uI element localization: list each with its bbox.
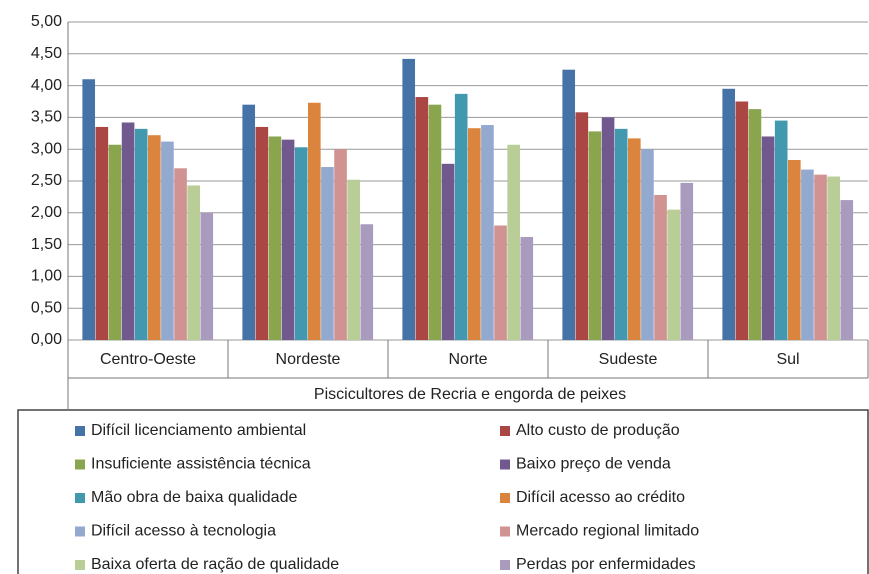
- bar: [801, 169, 814, 340]
- bar: [402, 58, 416, 340]
- y-tick-label: 0,00: [31, 331, 62, 348]
- y-tick-label: 4,00: [31, 77, 62, 94]
- legend-label: Alto custo de produção: [516, 422, 680, 439]
- bar: [360, 224, 374, 340]
- y-tick-label: 1,00: [31, 268, 62, 285]
- legend-swatch: [75, 459, 85, 470]
- bar: [774, 120, 788, 340]
- bar: [308, 102, 321, 340]
- legend-label: Difícil acesso à tecnologia: [91, 523, 276, 540]
- bar: [840, 200, 854, 340]
- bar: [82, 79, 96, 341]
- legend-swatch: [75, 560, 85, 570]
- legend-label: Baixo preço de venda: [516, 456, 671, 473]
- bar: [575, 112, 589, 340]
- x-tick-label: Nordeste: [276, 351, 341, 368]
- legend-swatch: [500, 526, 510, 537]
- bar: [722, 88, 736, 340]
- bar: [415, 97, 429, 340]
- legend-swatch: [75, 493, 85, 503]
- legend-swatch: [75, 526, 85, 537]
- y-tick-label: 2,50: [31, 172, 62, 189]
- bar: [347, 179, 360, 340]
- x-tick-label: Sudeste: [599, 351, 658, 368]
- legend-swatch: [500, 426, 510, 436]
- legend-swatch: [75, 426, 85, 436]
- bar: [562, 69, 576, 340]
- y-tick-label: 3,00: [31, 140, 62, 157]
- bar: [255, 126, 269, 340]
- bar: [134, 128, 148, 340]
- y-tick-label: 3,50: [31, 109, 62, 126]
- bar: [174, 168, 187, 340]
- bar: [428, 104, 442, 341]
- bar: [761, 136, 775, 340]
- bar: [187, 185, 200, 340]
- bar: [667, 209, 680, 340]
- y-tick-label: 2,00: [31, 204, 62, 221]
- bar: [520, 236, 534, 340]
- bar: [588, 131, 602, 340]
- legend-swatch: [500, 493, 510, 503]
- y-tick-label: 4,50: [31, 45, 62, 62]
- bar: [748, 109, 762, 340]
- bar: [614, 128, 628, 340]
- legend-swatch: [500, 459, 510, 470]
- bar: [814, 174, 827, 340]
- legend-label: Difícil licenciamento ambiental: [91, 422, 306, 439]
- bar: [735, 101, 749, 340]
- legend-label: Mercado regional limitado: [516, 523, 699, 540]
- bar: [321, 167, 334, 340]
- bar: [494, 225, 507, 340]
- bar: [507, 144, 520, 340]
- y-tick-label: 1,50: [31, 236, 62, 253]
- x-tick-label: Sul: [776, 351, 799, 368]
- bar: [334, 149, 347, 340]
- bar: [601, 117, 615, 341]
- bar: [468, 128, 481, 340]
- bar: [268, 136, 282, 340]
- bar: [121, 122, 135, 340]
- bar: [481, 125, 494, 340]
- bar: [680, 182, 694, 340]
- x-axis-title: Piscicultores de Recria e engorda de pei…: [314, 386, 626, 403]
- bar: [441, 163, 455, 340]
- legend-label: Mão obra de baixa qualidade: [91, 489, 297, 506]
- y-tick-label: 0,50: [31, 299, 62, 316]
- legend-label: Perdas por enfermidades: [516, 556, 696, 573]
- x-tick-label: Centro-Oeste: [100, 351, 196, 368]
- x-tick-label: Norte: [448, 351, 487, 368]
- y-tick-label: 5,00: [31, 13, 62, 30]
- bar: [641, 149, 654, 340]
- bar: [281, 139, 295, 340]
- bar: [200, 212, 214, 340]
- bar: [242, 104, 256, 341]
- bar: [788, 160, 801, 340]
- bar: [454, 93, 468, 340]
- bar: [654, 194, 667, 340]
- bar: [294, 147, 308, 340]
- legend-label: Insuficiente assistência técnica: [91, 456, 311, 473]
- legend-label: Baixa oferta de ração de qualidade: [91, 556, 339, 573]
- bar: [148, 135, 161, 340]
- legend-box: [17, 409, 869, 574]
- legend-label: Difícil acesso ao crédito: [516, 489, 685, 506]
- bar: [95, 126, 109, 340]
- bar: [827, 176, 840, 340]
- bar: [108, 144, 122, 340]
- bar: [628, 138, 641, 340]
- bar: [161, 141, 174, 340]
- legend-swatch: [500, 560, 510, 570]
